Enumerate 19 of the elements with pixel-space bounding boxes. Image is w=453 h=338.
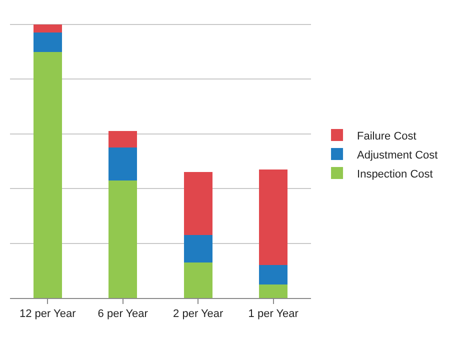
bar	[33, 32, 62, 52]
x-tick-label: 6 per Year	[98, 308, 148, 320]
bar	[108, 131, 138, 148]
bar	[184, 172, 212, 236]
bar	[33, 24, 62, 33]
bar	[184, 262, 212, 298]
legend-label: Adjustment Cost	[357, 149, 438, 162]
x-tick-label: 1 per Year	[248, 308, 299, 320]
legend-label: Failure Cost	[357, 130, 416, 142]
bar	[259, 169, 288, 266]
bar	[259, 284, 288, 298]
x-tick-label: 12 per Year	[19, 308, 76, 320]
bar	[108, 180, 138, 298]
bar	[108, 148, 138, 180]
bar	[259, 265, 288, 284]
bar	[33, 52, 62, 298]
legend-label: Inspection Cost	[357, 168, 433, 180]
x-tick-label: 2 per Year	[173, 308, 224, 320]
bar	[184, 235, 212, 262]
